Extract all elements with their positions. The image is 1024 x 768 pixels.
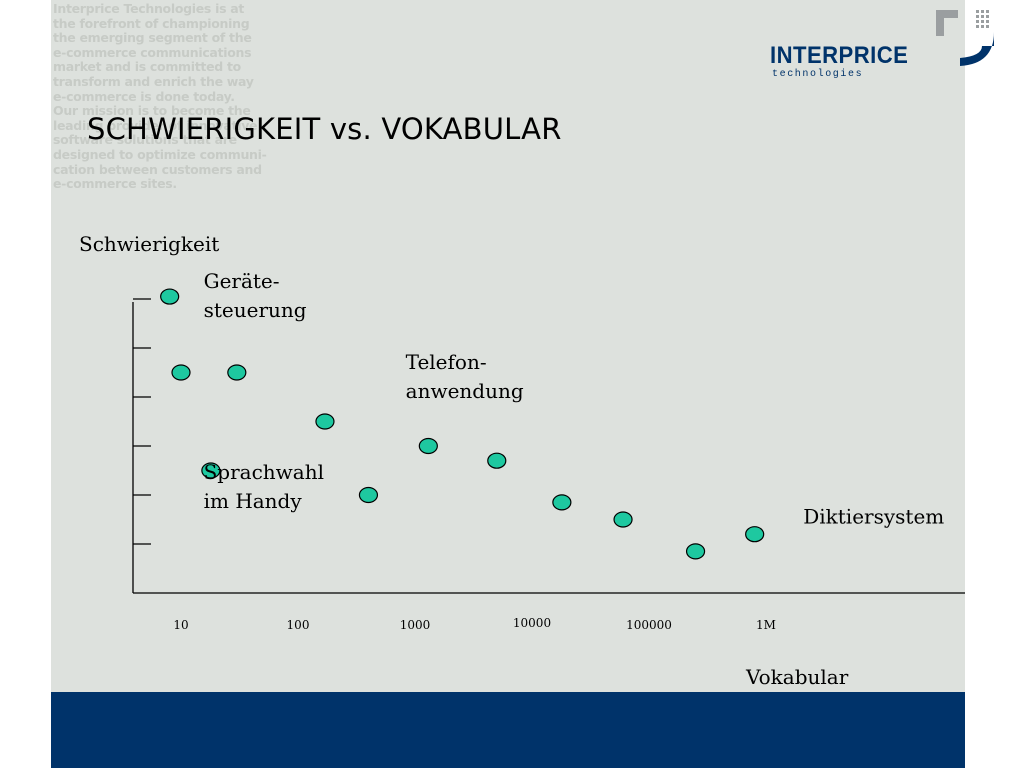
data-point-6 — [358, 486, 379, 504]
y-ticks — [133, 298, 151, 545]
data-point-7 — [418, 437, 438, 455]
data-point-5 — [315, 413, 335, 430]
annotation-4: Diktiersystem — [803, 504, 944, 528]
data-point-12 — [745, 526, 765, 543]
annotation-3-line-1: Sprachwahl — [204, 460, 324, 484]
data-point-1 — [160, 288, 180, 305]
slide-title: SCHWIERIGKEIT vs. VOKABULAR — [87, 112, 562, 146]
x-tick-label-5: 100000 — [626, 618, 672, 632]
annotation-1: Geräte-steuerung — [204, 269, 307, 322]
slide: Interprice Technologies is at the forefr… — [51, 0, 965, 768]
footer-band — [51, 692, 965, 768]
logo-subtitle: technologies — [772, 69, 864, 80]
annotation-2-line-2: anwendung — [406, 379, 524, 403]
x-tick-label-2: 100 — [287, 618, 310, 632]
interprice-logo-icon — [936, 10, 994, 66]
data-point-3 — [227, 364, 247, 381]
annotation-1-line-1: Geräte- — [204, 269, 280, 293]
annotation-2-line-1: Telefon- — [406, 350, 487, 374]
x-tick-label-6: 1M — [756, 618, 776, 632]
x-tick-label-4: 10000 — [513, 616, 551, 630]
data-points — [160, 288, 765, 560]
annotations: Geräte-steuerung Telefon-anwendung Sprachw… — [204, 269, 945, 528]
annotation-2: Telefon-anwendung — [406, 350, 524, 403]
chart-axes — [132, 302, 965, 594]
annotation-3: Sprachwahl im Handy — [204, 460, 324, 513]
x-axis-label: Vokabular — [745, 665, 849, 689]
data-point-2 — [171, 364, 191, 381]
logo-wordmark: INTERPRICE — [770, 42, 909, 69]
data-point-8 — [487, 452, 507, 469]
x-tick-labels: 10 100 1000 10000 100000 1M — [173, 616, 776, 632]
x-tick-label-1: 10 — [173, 618, 188, 632]
data-point-9 — [552, 494, 572, 511]
annotation-4-line-1: Diktiersystem — [803, 504, 944, 528]
y-axis-label: Schwierigkeit — [79, 232, 219, 256]
data-point-4 — [201, 462, 221, 479]
data-point-11 — [685, 543, 706, 560]
data-point-10 — [613, 511, 633, 528]
x-tick-label-3: 1000 — [400, 618, 431, 632]
background-watermark-text: Interprice Technologies is at the forefr… — [53, 1, 267, 192]
annotation-1-line-2: steuerung — [204, 298, 307, 322]
annotation-3-line-2: im Handy — [204, 489, 303, 513]
